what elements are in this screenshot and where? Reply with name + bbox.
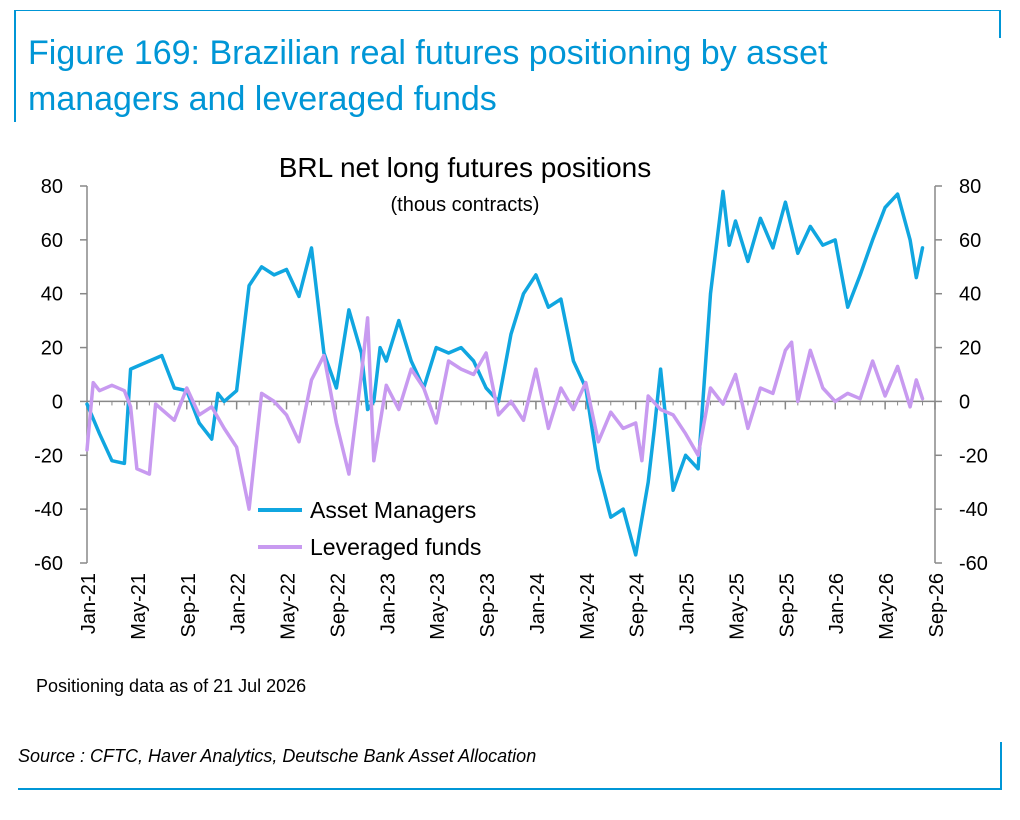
x-tick-label: May-25 [726,573,748,640]
x-tick-label: Jan-25 [677,573,699,634]
series-leveraged-funds-line [85,316,925,511]
y-tick-label-right: -60 [959,553,988,575]
chart-axes: -60 -40 -20 0 20 40 60 80 -60 -40 -20 0 20 40 60 80 Jan-… [34,176,988,640]
figure-title: Figure 169: Brazilian real futures posit… [28,34,828,118]
x-tick-label: May-22 [278,573,300,640]
y-tick-label-left: 20 [41,338,63,360]
data-note: Positioning data as of 21 Jul 2026 [36,676,307,696]
y-tick-label-right: 60 [959,230,981,252]
y-tick-label-left: -20 [34,445,63,467]
y-tick-label-left: 40 [41,284,63,306]
y-tick-label-right: -20 [959,445,988,467]
x-tick-label: Sep-26 [926,573,948,638]
x-tick-label: Jan-22 [228,573,250,634]
x-tick-label: May-21 [128,573,150,640]
y-tick-label-left: 0 [52,391,63,413]
y-tick-label-left: 80 [41,176,63,198]
x-tick-label: Sep-21 [178,573,200,638]
frame-left-border [14,10,16,122]
series-asset-managers-line [85,189,925,557]
y-tick-label-left: -60 [34,553,63,575]
y-tick-label-left: -40 [34,499,63,521]
chart-title: BRL net long futures positions [278,152,652,183]
legend-label: Asset Managers [310,497,476,523]
bottom-right-border [1000,742,1002,790]
y-tick-label-right: -40 [959,499,988,521]
y-tick-label-right: 40 [959,284,981,306]
y-tick-label-right: 80 [959,176,981,198]
x-tick-label: Sep-25 [776,573,798,638]
x-tick-label: Jan-26 [826,573,848,634]
x-tick-label: Sep-24 [627,573,649,638]
source-text: Source : CFTC, Haver Analytics, Deutsche… [18,746,537,766]
x-tick-label: Jan-24 [527,573,549,634]
frame-right-border [999,10,1001,38]
x-tick-label: Jan-23 [377,573,399,634]
x-tick-label: Jan-21 [78,573,100,634]
chart-legend: Asset Managers Leveraged funds [258,497,481,560]
y-tick-label-right: 20 [959,338,981,360]
y-tick-label-left: 60 [41,230,63,252]
x-tick-label: Sep-23 [477,573,499,638]
y-tick-label-right: 0 [959,391,970,413]
legend-label: Leveraged funds [310,534,481,560]
chart-subtitle: (thous contracts) [390,194,540,216]
chart-series [85,189,925,557]
x-tick-label: May-26 [876,573,898,640]
x-tick-label: May-24 [577,573,599,640]
x-tick-label: Sep-22 [327,573,349,638]
bottom-border [18,788,1002,790]
x-tick-label: May-23 [427,573,449,640]
frame-top-border [14,10,1001,11]
